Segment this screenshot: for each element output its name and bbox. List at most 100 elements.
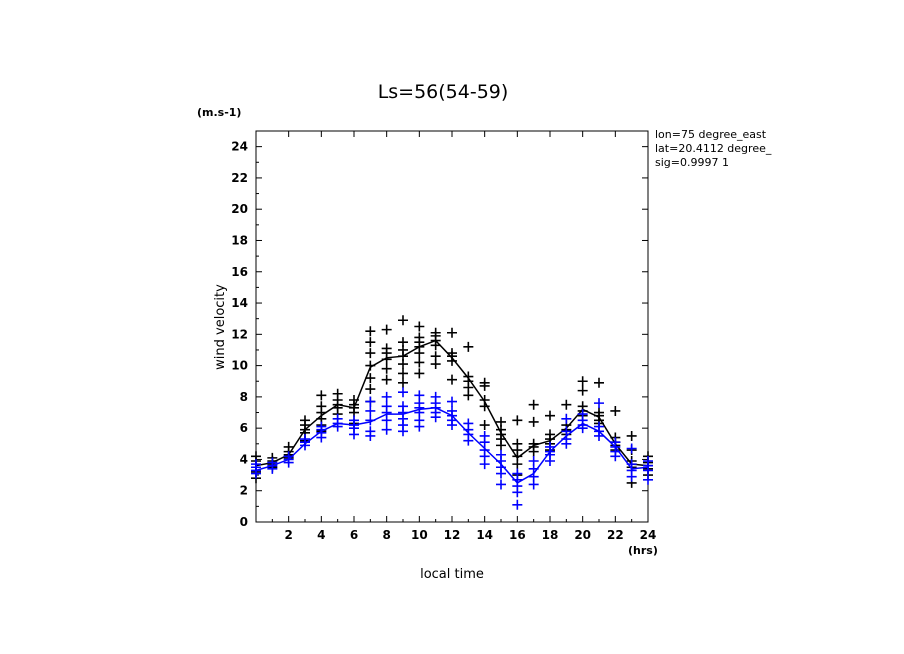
- x-axis-unit: (hrs): [628, 544, 658, 557]
- data-point-marker: [365, 430, 376, 441]
- data-point-marker: [251, 468, 261, 479]
- data-point-marker: [316, 432, 327, 443]
- x-tick-label: 6: [350, 528, 358, 542]
- data-point-marker: [626, 471, 637, 482]
- axes-group: 2 4 6 8 10 12 14 16 18 20 22 2402468101214161820222…: [231, 131, 656, 542]
- data-point-marker: [398, 359, 408, 370]
- y-tick-label: 18: [231, 233, 248, 247]
- data-point-marker: [626, 430, 637, 441]
- annotation-lon: lon=75 degree_east: [655, 128, 767, 141]
- data-point-marker: [512, 499, 523, 510]
- data-point-marker: [430, 412, 441, 423]
- x-tick-label: 16: [509, 528, 526, 542]
- data-point-marker: [512, 459, 523, 470]
- y-tick-label: 22: [231, 171, 248, 185]
- data-point-marker: [447, 374, 457, 385]
- y-tick-label: 0: [240, 515, 248, 529]
- y-axis-label: wind velocity: [213, 284, 228, 370]
- data-point-marker: [365, 396, 376, 407]
- data-point-marker: [447, 327, 457, 338]
- data-point-marker: [561, 399, 572, 410]
- y-axis-unit: (m.s-1): [197, 106, 241, 119]
- data-point-marker: [545, 456, 555, 467]
- data-point-marker: [365, 337, 376, 348]
- x-tick-label: 20: [574, 528, 591, 542]
- series-group: [251, 315, 653, 510]
- data-point-marker: [528, 479, 539, 490]
- data-point-marker: [528, 416, 539, 427]
- data-point-marker: [398, 368, 408, 379]
- data-point-marker: [561, 413, 572, 424]
- data-point-marker: [561, 438, 572, 449]
- y-tick-label: 2: [240, 484, 248, 498]
- data-point-marker: [365, 360, 376, 371]
- data-point-marker: [496, 479, 506, 490]
- data-point-marker: [479, 401, 490, 412]
- data-point-marker: [332, 421, 343, 432]
- data-point-marker: [381, 415, 392, 426]
- x-tick-label: 12: [444, 528, 461, 542]
- data-point-marker: [398, 315, 408, 326]
- chart-title: Ls=56(54-59): [378, 81, 509, 103]
- x-tick-label: 10: [411, 528, 428, 542]
- data-point-marker: [430, 340, 441, 351]
- data-point-marker: [479, 420, 490, 431]
- annotation-lat: lat=20.4112 degree_: [655, 142, 772, 155]
- data-point-marker: [414, 357, 425, 368]
- annotation-sig: sig=0.9997 1: [655, 156, 729, 169]
- data-point-marker: [365, 415, 376, 426]
- y-tick-label: 24: [231, 140, 248, 154]
- x-tick-label: 18: [542, 528, 559, 542]
- data-point-marker: [414, 348, 425, 359]
- data-point-marker: [610, 405, 621, 416]
- data-point-marker: [381, 354, 392, 365]
- data-point-marker: [398, 426, 408, 437]
- data-point-marker: [463, 341, 474, 352]
- y-tick-label: 14: [231, 296, 248, 310]
- data-point-marker: [283, 457, 294, 468]
- data-point-marker: [381, 324, 392, 335]
- series-1: [251, 387, 653, 510]
- data-point-marker: [463, 390, 474, 401]
- x-tick-label: 2: [284, 528, 292, 542]
- data-point-marker: [414, 368, 425, 379]
- y-tick-label: 12: [231, 327, 248, 341]
- data-point-marker: [267, 463, 278, 474]
- data-point-marker: [365, 348, 376, 359]
- data-point-marker: [398, 387, 408, 398]
- data-point-marker: [447, 396, 457, 407]
- y-tick-label: 8: [240, 390, 248, 404]
- y-tick-label: 16: [231, 265, 248, 279]
- data-point-marker: [643, 474, 653, 485]
- data-point-marker: [316, 390, 327, 401]
- data-point-marker: [463, 435, 474, 446]
- data-point-marker: [381, 363, 392, 374]
- y-tick-label: 10: [231, 359, 248, 373]
- x-axis-label: local time: [420, 567, 484, 582]
- data-point-marker: [594, 398, 604, 409]
- data-point-marker: [447, 420, 457, 431]
- data-point-marker: [365, 384, 376, 395]
- data-point-marker: [381, 391, 392, 402]
- data-point-marker: [512, 487, 523, 498]
- data-point-marker: [414, 321, 425, 332]
- data-point-marker: [626, 443, 637, 454]
- data-point-marker: [447, 355, 457, 366]
- data-point-marker: [512, 415, 523, 426]
- data-point-marker: [643, 465, 653, 476]
- y-tick-label: 4: [240, 452, 248, 466]
- data-point-marker: [594, 430, 604, 441]
- data-point-marker: [479, 459, 490, 470]
- data-point-marker: [430, 359, 441, 370]
- y-tick-label: 6: [240, 421, 248, 435]
- data-point-marker: [381, 374, 392, 385]
- data-point-marker: [577, 385, 588, 396]
- data-point-marker: [414, 421, 425, 432]
- x-tick-label: 8: [382, 528, 390, 542]
- data-point-marker: [528, 446, 539, 457]
- data-point-marker: [577, 423, 588, 434]
- data-point-marker: [365, 326, 376, 337]
- data-point-marker: [398, 377, 408, 388]
- data-point-marker: [365, 405, 376, 416]
